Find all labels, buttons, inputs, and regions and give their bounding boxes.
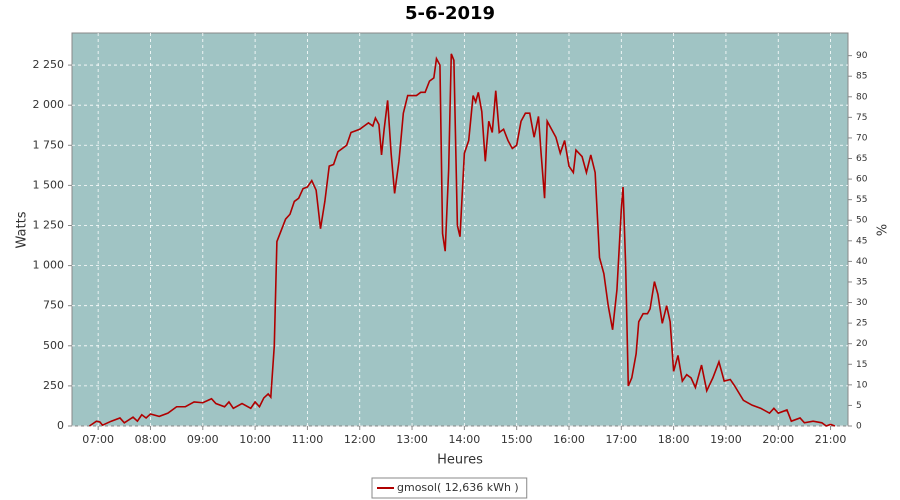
y-axis-title: Watts xyxy=(15,211,30,248)
x-tick-label: 15:00 xyxy=(501,433,533,446)
y2-tick-label: 70 xyxy=(856,133,868,143)
y2-tick-label: 45 xyxy=(856,236,867,246)
x-tick-label: 16:00 xyxy=(553,433,585,446)
y2-tick-label: 50 xyxy=(856,216,868,226)
y2-axis-title: % xyxy=(873,224,888,236)
x-tick-label: 08:00 xyxy=(135,433,167,446)
y-tick-label: 1 000 xyxy=(33,259,65,272)
x-tick-label: 11:00 xyxy=(292,433,324,446)
y2-tick-label: 0 xyxy=(856,422,862,432)
legend: gmosol( 12,636 kWh ) xyxy=(371,477,528,499)
y-tick-label: 1 250 xyxy=(33,218,65,231)
x-tick-label: 20:00 xyxy=(762,433,794,446)
x-tick-label: 18:00 xyxy=(658,433,690,446)
y2-tick-label: 25 xyxy=(856,319,867,329)
y-tick-label: 0 xyxy=(57,419,64,432)
y-tick-label: 1 500 xyxy=(33,178,65,191)
y-tick-label: 1 750 xyxy=(33,138,65,151)
chart-title: 5-6-2019 xyxy=(405,3,495,24)
legend-label: gmosol( 12,636 kWh ) xyxy=(397,481,519,494)
y2-tick-label: 5 xyxy=(856,401,862,411)
data-line xyxy=(88,53,836,427)
y2-tick-label: 80 xyxy=(856,92,868,102)
y2-tick-label: 55 xyxy=(856,195,867,205)
y2-tick-label: 15 xyxy=(856,360,867,370)
y2-tick-label: 65 xyxy=(856,154,867,164)
x-tick-label: 14:00 xyxy=(449,433,481,446)
y-tick-label: 250 xyxy=(43,379,64,392)
y-tick-label: 500 xyxy=(43,339,64,352)
y2-tick-label: 75 xyxy=(856,113,867,123)
x-tick-label: 19:00 xyxy=(710,433,742,446)
legend-box xyxy=(371,477,528,499)
y2-tick-label: 35 xyxy=(856,277,867,287)
y2-tick-label: 40 xyxy=(856,257,868,267)
y2-tick-label: 20 xyxy=(856,339,868,349)
y-tick-label: 2 250 xyxy=(33,58,65,71)
y2-tick-label: 60 xyxy=(856,175,868,185)
x-tick-label: 09:00 xyxy=(187,433,219,446)
y2-tick-label: 10 xyxy=(856,380,868,390)
y2-tick-label: 85 xyxy=(856,72,867,82)
x-tick-label: 13:00 xyxy=(396,433,428,446)
y2-tick-label: 90 xyxy=(856,51,868,61)
y-tick-label: 750 xyxy=(43,299,64,312)
y2-tick-label: 30 xyxy=(856,298,868,308)
y-tick-label: 2 000 xyxy=(33,98,65,111)
x-tick-label: 12:00 xyxy=(344,433,376,446)
x-tick-label: 10:00 xyxy=(239,433,271,446)
x-tick-label: 17:00 xyxy=(605,433,637,446)
x-axis-title: Heures xyxy=(437,453,483,468)
x-tick-label: 21:00 xyxy=(815,433,847,446)
x-tick-label: 07:00 xyxy=(82,433,114,446)
